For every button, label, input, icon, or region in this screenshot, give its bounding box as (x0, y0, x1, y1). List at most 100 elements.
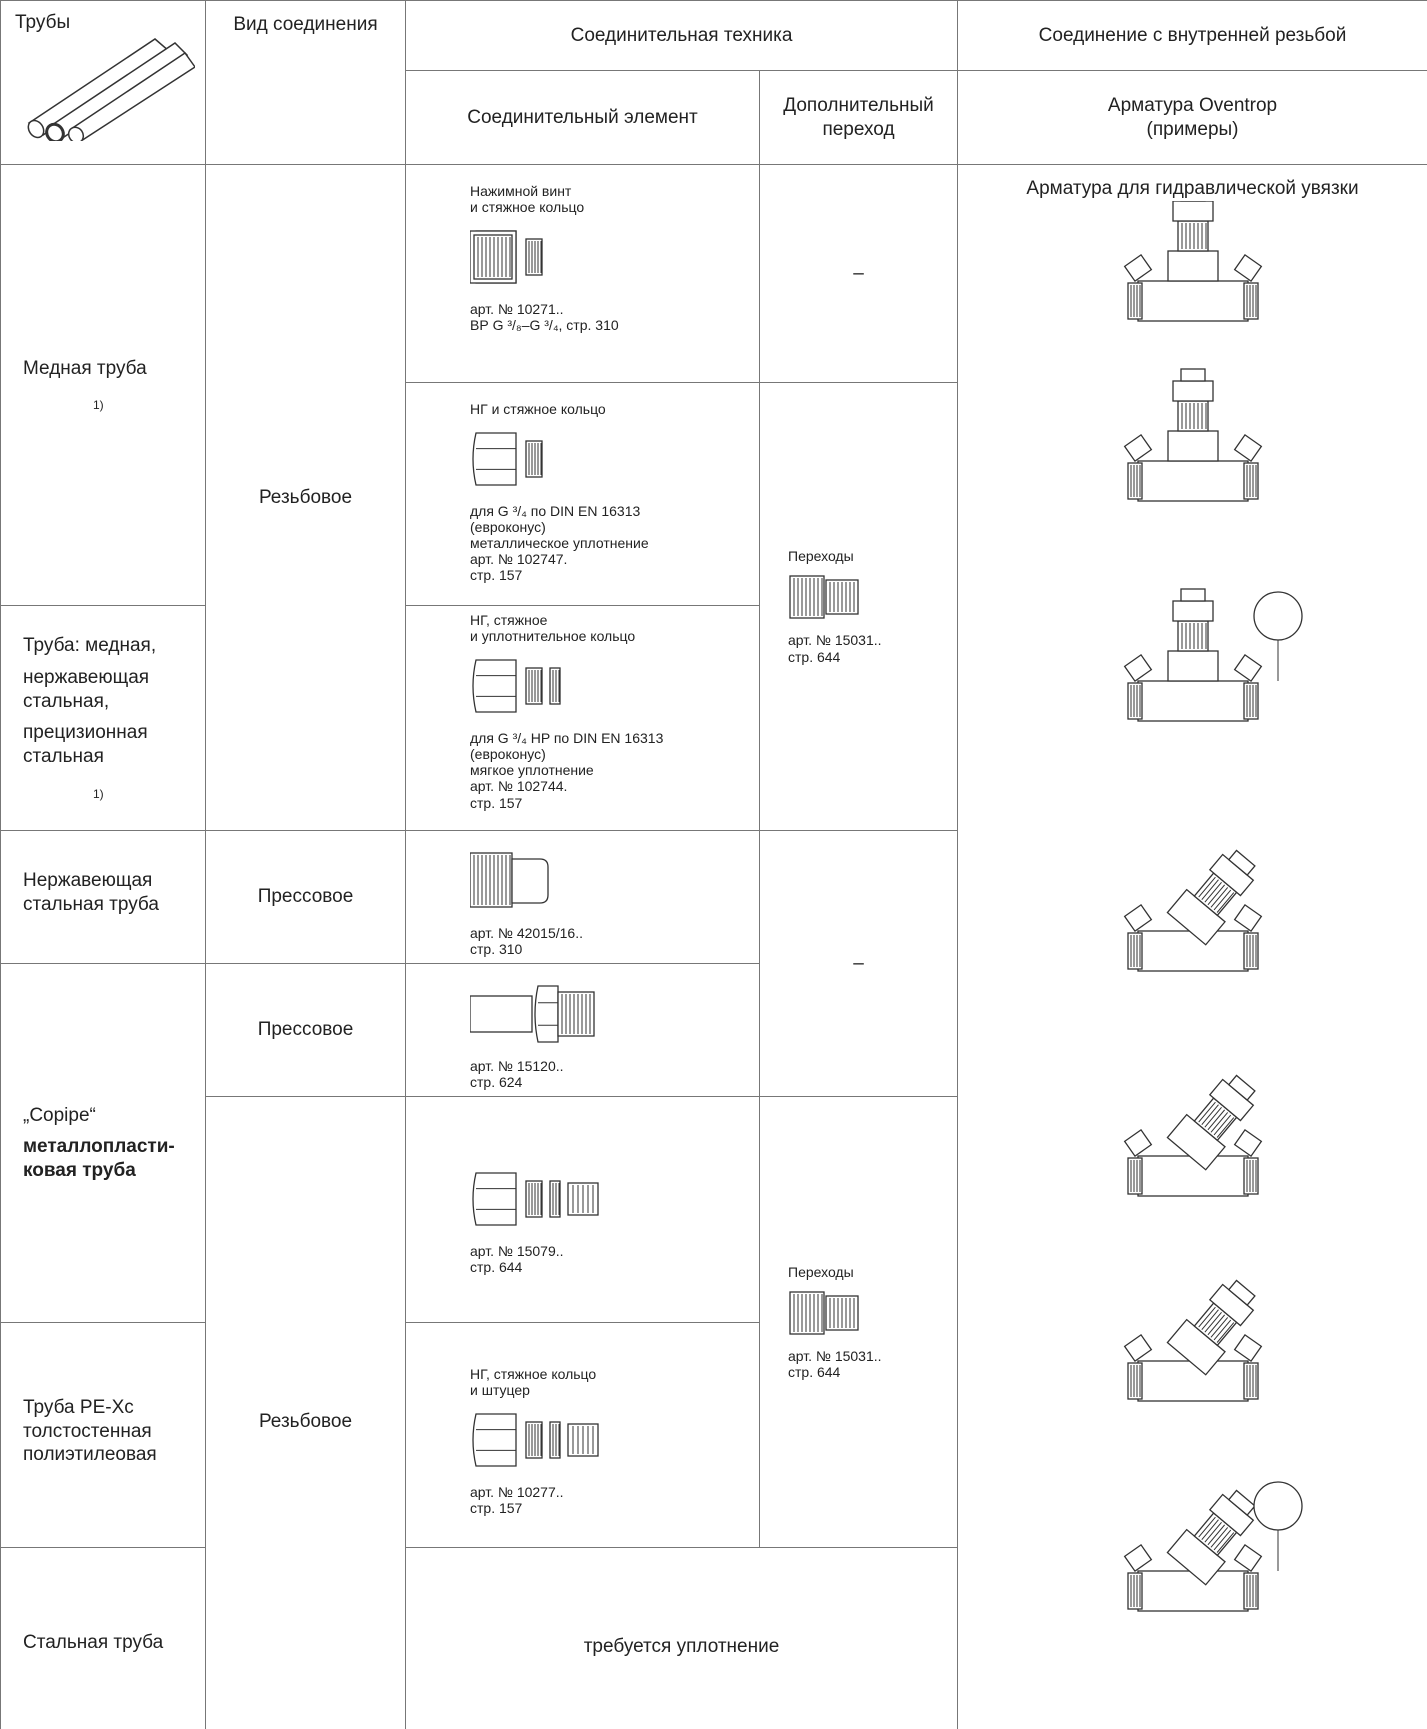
pipe-label-bold: ковая труба (23, 1160, 136, 1182)
fitting-drawing (472, 659, 561, 713)
connection-type: Резьбовое (205, 164, 406, 831)
element-article: стр. 310 (470, 941, 523, 958)
fitting-drawing (472, 432, 543, 486)
element-article: для G ³/₄ HP по DIN EN 16313 (470, 730, 664, 747)
element-cell: арт. № 42015/16.. стр. 310 (405, 829, 760, 965)
adapter-cell: Переходы арт. № 15031.. стр. 644 (758, 1096, 959, 1549)
element-caption: Нажимной винт (470, 183, 572, 199)
adapter-cell: Переходы арт. № 15031.. стр. 644 (758, 382, 959, 831)
adapter-header-line: переход (822, 118, 895, 140)
adapter-header-line: Дополнительный (783, 94, 934, 116)
pipe-label: Стальная труба (23, 1632, 164, 1653)
pipe-cell: Нержавеющая стальная труба (0, 829, 206, 965)
adapter-drawing (789, 575, 859, 620)
connection-type-header: Вид соединения (205, 0, 406, 165)
valve-drawing (1123, 1279, 1263, 1402)
adapter-caption: Переходы (788, 1264, 854, 1281)
pipe-label: „Copipe“ (23, 1104, 96, 1126)
adapter-dash: – (853, 952, 864, 974)
pipe-cell: Медная труба 1) (0, 164, 206, 606)
pipe-label: Труба PE-Xc толстостенная полиэтилеовая (23, 1396, 157, 1466)
element-article: арт. № 42015/16.. (470, 925, 583, 941)
valve-drawing (1123, 1074, 1263, 1197)
element-article: стр. 644 (470, 1258, 523, 1275)
fitting-drawing (470, 852, 549, 908)
element-article: стр. 157 (470, 567, 523, 584)
element-article: стр. 624 (470, 1074, 523, 1091)
footnote-ref: 1) (93, 398, 104, 413)
pipe-label: нержавеющая стальная, (23, 666, 150, 712)
element-article: арт. № 102744. (470, 778, 568, 795)
element-caption: НГ и стяжное кольцо (470, 401, 606, 417)
connection-type: Резьбовое (205, 1096, 406, 1729)
element-article: арт. № 102747. (470, 551, 568, 568)
element-article: арт. № 15120.. (470, 1058, 564, 1075)
pipes-title: Трубы (15, 12, 71, 33)
element-caption: НГ, стяжное (470, 612, 548, 628)
fittings-cell: Арматура для гидравлической увязки (957, 163, 1427, 1729)
element-article: стр. 157 (470, 794, 523, 811)
pipe-label: прецизионная стальная (23, 722, 148, 768)
adapter-drawing (789, 1291, 859, 1335)
adapter-cell: – (758, 164, 959, 383)
pipes-icon (27, 37, 195, 141)
element-caption: НГ, стяжное кольцо (470, 1366, 597, 1383)
element-caption: и стяжное кольцо (470, 199, 585, 216)
element-article: ВР G ³/₈–G ³/₄, стр. 310 (470, 317, 619, 334)
valve-drawing (1123, 200, 1263, 322)
element-caption: и штуцер (470, 1382, 530, 1399)
fittings-header-line: Арматура Oventrop (1107, 94, 1278, 116)
fitting-drawing (472, 1172, 599, 1226)
adapter-dash: – (853, 262, 864, 284)
element-cell: арт. № 15120.. стр. 624 (405, 963, 760, 1098)
element-caption: и уплотнительное кольцо (470, 628, 636, 645)
element-header: Соединительный элемент (405, 70, 760, 165)
valve-drawing (1123, 849, 1263, 972)
footnote-ref: 1) (93, 786, 104, 801)
element-article: арт. № 10277.. (470, 1484, 564, 1501)
element-article: арт. № 15079.. (470, 1242, 564, 1259)
pipe-label: Медная труба (23, 357, 147, 379)
adapter-article: арт. № 15031.. (788, 1348, 882, 1365)
fitting-drawing (470, 230, 543, 284)
element-cell: Нажимной винт и стяжное кольцо арт. № 1027… (405, 164, 760, 383)
internal-thread-header: Соединение с внутренней резьбой (957, 0, 1427, 71)
pipe-cell: „Copipe“ металлопласти-ковая труба (0, 963, 206, 1324)
fittings-header-line: (примеры) (1146, 118, 1239, 140)
element-article: для G ³/₄ по DIN EN 16313 (470, 503, 641, 520)
valve-drawing (1123, 1481, 1303, 1612)
element-article: мягкое уплотнение (470, 762, 594, 779)
adapter-article: стр. 644 (788, 1364, 841, 1381)
element-article: (евроконус) (470, 519, 546, 536)
pipe-cell: Стальная труба (0, 1547, 206, 1729)
valve-drawings (1123, 200, 1303, 1612)
adapter-article: арт. № 15031.. (788, 632, 882, 649)
pipes-header: Трубы (0, 0, 206, 165)
element-article: арт. № 10271.. (470, 301, 564, 318)
valve-drawing (1123, 588, 1303, 722)
element-article: металлическое уплотнение (470, 535, 649, 552)
fittings-title: Арматура для гидравлической увязки (1026, 178, 1359, 199)
fittings-header: Арматура Oventrop (примеры) (957, 70, 1427, 165)
pipe-label: Труба: медная, (23, 635, 157, 657)
connection-type: Прессовое (205, 829, 406, 965)
adapter-header: Дополнительный переход (758, 70, 959, 165)
fitting-drawing (470, 985, 595, 1043)
pipe-cell: Труба PE-Xc толстостенная полиэтилеовая (0, 1322, 206, 1549)
pipe-cell: Труба: медная, нержавеющая стальная, преци… (0, 605, 206, 831)
element-article: стр. 157 (470, 1500, 523, 1517)
valve-drawing (1123, 368, 1263, 502)
sealing-note: требуется уплотнение (404, 1547, 959, 1729)
element-cell: НГ, стяжное и уплотнительное кольцо для G … (405, 605, 760, 831)
element-cell: арт. № 15079.. стр. 644 (405, 1096, 760, 1324)
pipe-label: Нержавеющая стальная труба (23, 870, 159, 916)
technique-header: Соединительная техника (404, 0, 959, 71)
element-cell: НГ и стяжное кольцо для G ³/₄ по DIN EN 1… (405, 382, 760, 606)
adapter-caption: Переходы (788, 548, 854, 565)
pipe-label-bold: металлопласти- (23, 1136, 175, 1158)
fitting-drawing (472, 1413, 599, 1468)
adapter-cell: – (758, 829, 959, 1098)
